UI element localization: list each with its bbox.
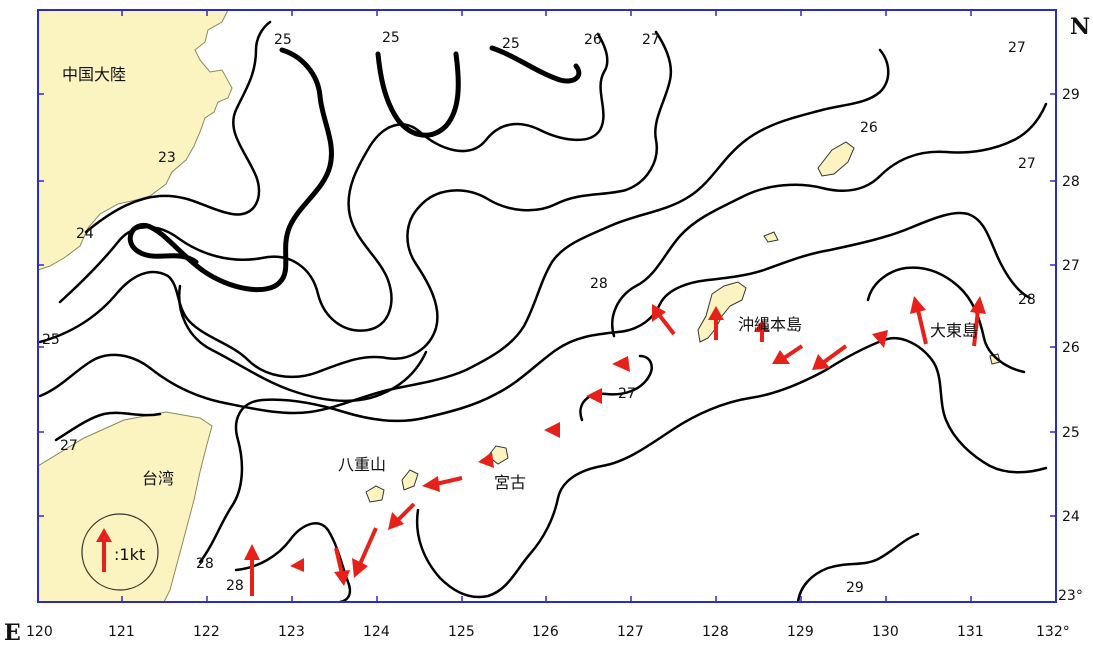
contour-label: 26 — [584, 32, 602, 48]
lon-label: 130 — [872, 624, 899, 640]
current-arrow — [586, 388, 602, 404]
contour-27-a — [38, 48, 890, 415]
contour-25-b — [375, 51, 461, 138]
current-arrows — [244, 296, 986, 596]
current-arrow — [478, 452, 494, 468]
current-arrow — [652, 304, 676, 336]
lon-label: 120 — [26, 624, 53, 640]
lon-label: 126 — [532, 624, 559, 640]
lon-label: 132° — [1036, 624, 1070, 640]
lon-label: 124 — [363, 624, 390, 640]
contour-28-b — [234, 522, 352, 602]
contour-label: 27 — [60, 438, 78, 454]
contour-25-c — [489, 45, 582, 84]
contour-28-a — [198, 211, 1032, 564]
current-arrow — [970, 296, 986, 347]
miyako-island — [487, 445, 509, 465]
lat-label: 28 — [1062, 174, 1080, 190]
lat-label: 24 — [1062, 509, 1080, 525]
current-arrow — [872, 330, 888, 348]
contour-label: 27 — [1018, 156, 1036, 172]
lat-tick-marks — [38, 93, 1056, 517]
lat-label: 29 — [1062, 87, 1080, 103]
current-arrow — [334, 547, 350, 586]
place-china: 中国大陸 — [62, 65, 126, 84]
place-miyako: 宮古 — [494, 473, 526, 492]
map-frame — [37, 9, 1057, 603]
lon-label: 123 — [278, 624, 305, 640]
contour-28-d — [866, 266, 1026, 374]
contour-label: 27 — [1008, 40, 1026, 56]
contour-27-d — [54, 411, 162, 442]
current-arrow — [544, 422, 560, 438]
place-okinawa: 沖縄本島 — [738, 315, 802, 334]
lat-label: 25 — [1062, 425, 1080, 441]
contour-label: 25 — [42, 332, 60, 348]
contour-25-a — [127, 47, 334, 293]
contour-label: 28 — [1018, 292, 1036, 308]
land-layer — [38, 10, 1001, 602]
contour-label: 29 — [846, 580, 864, 596]
lat-label: 26 — [1062, 340, 1080, 356]
contour-label: 26 — [860, 120, 878, 136]
current-arrow — [612, 356, 630, 372]
lat-labels: 29 28 27 26 25 24 23° — [1058, 87, 1083, 604]
current-arrow — [772, 344, 804, 364]
contour-labels: 25 25 25 26 27 27 26 27 23 24 25 28 27 2… — [42, 30, 1036, 596]
yaeyama-island-1 — [365, 485, 385, 503]
contour-27-b — [611, 102, 1048, 338]
amami-island — [817, 141, 855, 177]
small-island — [763, 231, 779, 243]
place-taiwan: 台湾 — [142, 469, 174, 488]
contour-label: 25 — [274, 32, 292, 48]
china-mainland — [38, 10, 233, 271]
contour-26-c — [178, 284, 428, 403]
north-marker: N — [1070, 14, 1090, 40]
current-arrow — [244, 544, 260, 596]
contour-label: 24 — [76, 226, 94, 242]
lon-label: 129 — [787, 624, 814, 640]
lat-label: 27 — [1062, 258, 1080, 274]
contour-label: 27 — [642, 32, 660, 48]
contour-label: 28 — [196, 556, 214, 572]
lon-label: 127 — [617, 624, 644, 640]
lon-tick-marks — [121, 10, 972, 602]
current-arrow — [388, 502, 416, 530]
okinawa-island — [697, 281, 747, 343]
contour-28-c — [415, 337, 1048, 599]
lat-label: 23° — [1058, 588, 1083, 604]
place-labels: 中国大陸 台湾 沖縄本島 大東島 八重山 宮古 — [62, 65, 978, 492]
current-arrow — [352, 527, 378, 578]
contour-label: 27 — [618, 386, 636, 402]
east-marker: E — [4, 620, 21, 646]
contour-label: 28 — [590, 276, 608, 292]
speed-legend: :1kt — [81, 513, 159, 591]
contour-label: 23 — [158, 150, 176, 166]
contour-24 — [84, 20, 272, 234]
current-arrow — [754, 320, 770, 342]
current-arrow — [812, 344, 848, 370]
legend-label: :1kt — [114, 545, 145, 564]
contour-label: 25 — [382, 30, 400, 46]
place-daito: 大東島 — [930, 321, 978, 340]
contour-27-c — [579, 354, 653, 422]
contour-26-a — [58, 32, 609, 332]
contour-layer — [38, 20, 1048, 602]
lon-label: 131 — [957, 624, 984, 640]
yaeyama-island-2 — [401, 469, 419, 491]
lon-label: 125 — [448, 624, 475, 640]
contour-label: 28 — [226, 578, 244, 594]
lon-labels: 120 121 122 123 124 125 126 127 128 129 … — [26, 624, 1070, 640]
contour-29 — [796, 532, 920, 602]
contour-label: 25 — [502, 36, 520, 52]
current-arrow — [422, 476, 463, 492]
lon-label: 128 — [702, 624, 729, 640]
current-arrow — [708, 306, 724, 340]
current-arrow — [290, 558, 304, 572]
current-arrow — [910, 296, 928, 345]
lon-label: 121 — [108, 624, 135, 640]
lon-label: 122 — [193, 624, 220, 640]
place-yaeyama: 八重山 — [338, 455, 386, 474]
